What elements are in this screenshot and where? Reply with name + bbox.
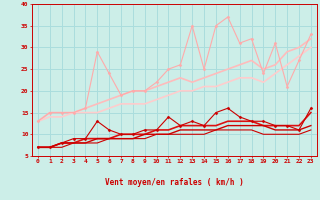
X-axis label: Vent moyen/en rafales ( km/h ): Vent moyen/en rafales ( km/h ) (105, 178, 244, 187)
